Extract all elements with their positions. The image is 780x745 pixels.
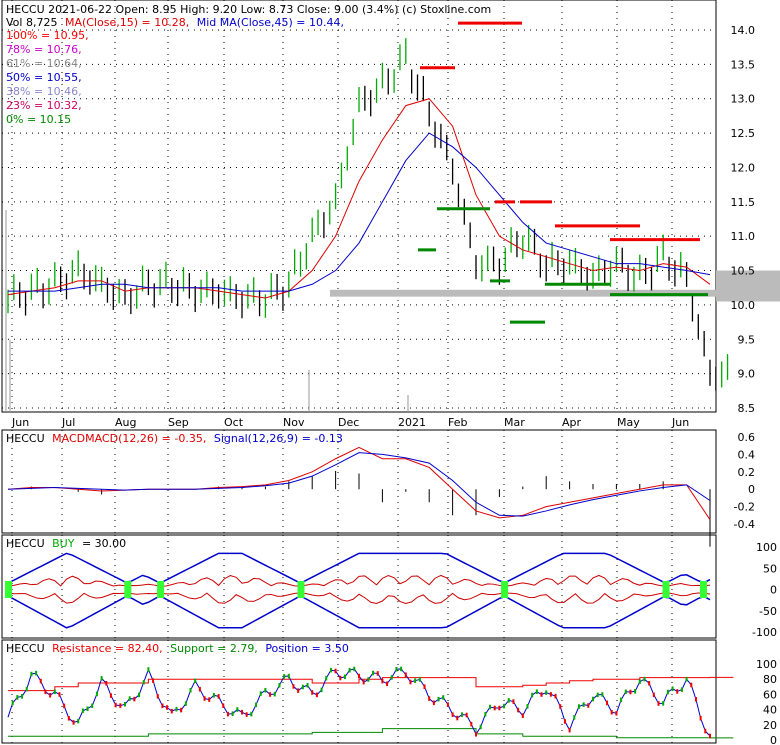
ma45-label: Mid MA(Close,45) = 10.44,: [197, 16, 344, 29]
buy-signal-marker: [124, 581, 132, 598]
signal-value-label: Signal(12,26,9) = -0.13: [214, 432, 343, 445]
macd-tick-label: 0.6: [738, 431, 756, 444]
volume-profile-bar: [716, 270, 780, 302]
month-label: Nov: [283, 416, 305, 429]
month-label: Jun: [671, 416, 689, 429]
buy-layer: [5, 552, 711, 629]
fib-level-6: 0% = 10.15: [6, 113, 71, 126]
ma15-line: [7, 98, 711, 299]
buy-tick-label: -50: [759, 605, 777, 618]
month-label: Jul: [61, 416, 75, 429]
month-label: Sep: [168, 416, 189, 429]
month-label: Mar: [504, 416, 525, 429]
grid: [2, 0, 716, 743]
month-label: Dec: [338, 416, 359, 429]
ma15-label: MA(Close,15) = 10.28,: [65, 16, 189, 29]
sr-tick-label: 100: [756, 658, 777, 671]
svg-text:Vol 8,725 MA(Close,15) = 1: Vol 8,725 MA(Close,15) = 10.28, Mid MA(C…: [6, 16, 344, 29]
macd-tick-label: -0.4: [734, 518, 755, 531]
resistance-line: [8, 676, 734, 692]
macd-tick-label: 0.2: [738, 466, 756, 479]
month-label: 2021: [398, 416, 426, 429]
price-tick-label: 14.0: [731, 24, 756, 37]
svg-text:HECCU MACDMACD(12,26) = -0: HECCU MACDMACD(12,26) = -0.35, Signal(12…: [6, 432, 343, 445]
fib-level-1: 78% = 10.76,: [6, 43, 82, 56]
signal-line: [7, 452, 711, 517]
macd-tick-label: -0.2: [734, 501, 755, 514]
month-label: Jun: [11, 416, 29, 429]
buy-tick-label: 100: [756, 541, 777, 554]
buy-tick-label: 50: [763, 562, 777, 575]
buy-signal-marker: [157, 581, 165, 598]
price-layer: [5, 21, 780, 412]
sr-tick-label: 80: [763, 673, 777, 686]
month-label: Aug: [115, 416, 136, 429]
buy-tick-label: 0: [770, 584, 777, 597]
support-label: Support = 2.79,: [170, 642, 258, 655]
macd-tick-label: 0: [748, 483, 755, 496]
fibonacci-legend: 100% = 10.95,78% = 10.76,61% = 10.64,50%…: [6, 29, 89, 126]
buy-signal-marker: [662, 581, 670, 598]
sr-tick-label: 20: [763, 719, 777, 732]
price-tick-label: 12.0: [731, 161, 756, 174]
svg-text:HECCU BUY = 30.00: HECCU BUY = 30.00: [6, 537, 126, 550]
price-tick-label: 11.5: [731, 196, 756, 209]
fib-level-5: 23% = 10.32,: [6, 99, 82, 112]
buy-value: = 30.00: [82, 537, 126, 550]
support-line: [8, 728, 734, 739]
buy-label: BUY: [52, 537, 75, 550]
macd-layer: [7, 446, 711, 547]
price-tick-label: 13.5: [731, 58, 756, 71]
sr-tick-label: 60: [763, 688, 777, 701]
price-tick-label: 10.5: [731, 265, 756, 278]
macd-panel-title: HECCU: [6, 432, 45, 445]
buy-panel: [1, 534, 717, 639]
buy-signal-marker: [297, 581, 305, 598]
price-tick-label: 10.0: [731, 299, 756, 312]
month-label: Apr: [562, 416, 582, 429]
macd-value-label: MACDMACD(12,26) = -0.35,: [52, 432, 206, 445]
svg-text:HECCU Resistance = 82.40,: HECCU Resistance = 82.40, Support = 2.79…: [6, 642, 349, 655]
volume-profile-band: [330, 289, 716, 297]
price-tick-label: 9.0: [738, 368, 756, 381]
price-tick-label: 11.0: [731, 230, 756, 243]
price-tick-label: 8.5: [738, 402, 756, 415]
buy-signal-marker: [501, 581, 509, 598]
month-label: May: [617, 416, 640, 429]
fib-level-4: 38% = 10.46,: [6, 85, 82, 98]
buy-tick-label: -100: [752, 626, 777, 639]
month-label: Feb: [448, 416, 467, 429]
price-panel: [1, 0, 717, 413]
fib-level-0: 100% = 10.95,: [6, 29, 89, 42]
header-line: HECCU 2021-06-22 Open: 8.95 High: 9.20 L…: [6, 3, 491, 16]
month-label: Oct: [224, 416, 244, 429]
buy-panel-title: HECCU: [6, 537, 45, 550]
resistance-label: Resistance = 82.40,: [52, 642, 162, 655]
axis-ticks: 14.0 13.5 13.0 12.5 12.0 11.5 11.0 10.5 10.0 9.5 9…: [11, 24, 777, 745]
sr-tick-label: 40: [763, 704, 777, 717]
sr-layer: [7, 666, 734, 739]
fib-level-3: 50% = 10.55,: [6, 71, 82, 84]
ma45-line: [8, 132, 711, 292]
buy-signal-marker: [699, 581, 707, 598]
sr-tick-label: 0: [770, 734, 777, 745]
buy-signal-marker: [5, 581, 12, 598]
fib-level-2: 61% = 10.64,: [6, 57, 82, 70]
position-label: Position = 3.50: [265, 642, 349, 655]
volume-label: Vol 8,725: [6, 16, 57, 29]
macd-tick-label: 0.4: [738, 448, 756, 461]
price-tick-label: 12.5: [731, 127, 756, 140]
sr-panel-title: HECCU: [6, 642, 45, 655]
price-tick-label: 9.5: [738, 333, 756, 346]
price-tick-label: 13.0: [731, 93, 756, 106]
sr-panel: [1, 639, 717, 744]
